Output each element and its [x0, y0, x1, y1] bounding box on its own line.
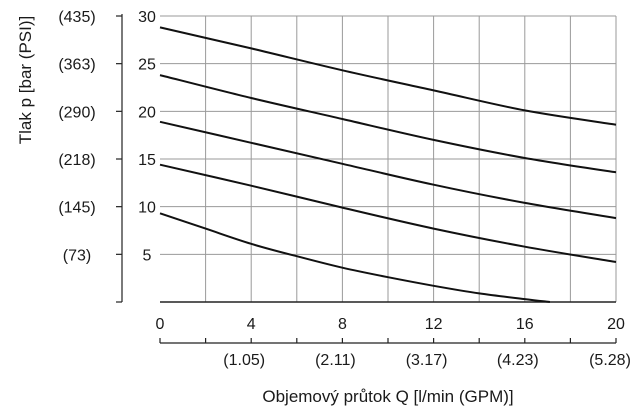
- series-line-1: [159, 212, 551, 303]
- series-line-2: [159, 163, 617, 263]
- x-secondary-tick-label: (1.05): [223, 352, 265, 369]
- y-axis-title: Tlak p [bar (PSI)]: [16, 16, 35, 144]
- x-tick-label: 4: [247, 316, 256, 333]
- x-tick-label: 20: [607, 316, 625, 333]
- y-secondary-tick-label: (145): [58, 200, 95, 217]
- y-tick-label: 20: [138, 104, 156, 121]
- grid: [160, 15, 617, 302]
- x-tick-labels: 0 4 8 12 16 20: [156, 316, 625, 333]
- y-tick-label: 10: [138, 200, 156, 217]
- x-secondary-tick-label: (4.23): [497, 352, 539, 369]
- series-line-5: [159, 26, 617, 126]
- x-secondary-tick-labels: (1.05) (2.11) (3.17) (4.23) (5.28): [223, 352, 631, 369]
- x-axis-title: Objemový průtok Q [l/min (GPM)]: [262, 387, 513, 406]
- y-tick-label: 30: [138, 9, 156, 26]
- series-line-3: [159, 120, 617, 220]
- y-secondary-tick-label: (363): [58, 57, 95, 74]
- x-tick-label: 8: [338, 316, 347, 333]
- x-secondary-tick-label: (3.17): [406, 352, 448, 369]
- y-tick-label: 25: [138, 57, 156, 74]
- curves: [159, 26, 617, 303]
- y-secondary-tick-label: (435): [58, 9, 95, 26]
- y-tick-label: 15: [138, 152, 156, 169]
- y-secondary-tick-label: (73): [63, 247, 91, 264]
- y-tick-label: 5: [143, 247, 152, 264]
- series-line-4: [159, 74, 617, 174]
- x-secondary-tick-label: (5.28): [589, 352, 631, 369]
- y-secondary-tick-labels: (73) (145) (218) (290) (363) (435): [58, 9, 95, 264]
- axes: [116, 14, 617, 344]
- x-secondary-tick-label: (2.11): [315, 352, 356, 369]
- x-tick-label: 12: [425, 316, 443, 333]
- y-tick-labels: 5 10 15 20 25 30: [138, 9, 156, 264]
- y-secondary-tick-label: (290): [58, 104, 95, 121]
- x-tick-label: 16: [516, 316, 534, 333]
- y-secondary-tick-label: (218): [58, 152, 95, 169]
- x-tick-label: 0: [156, 316, 165, 333]
